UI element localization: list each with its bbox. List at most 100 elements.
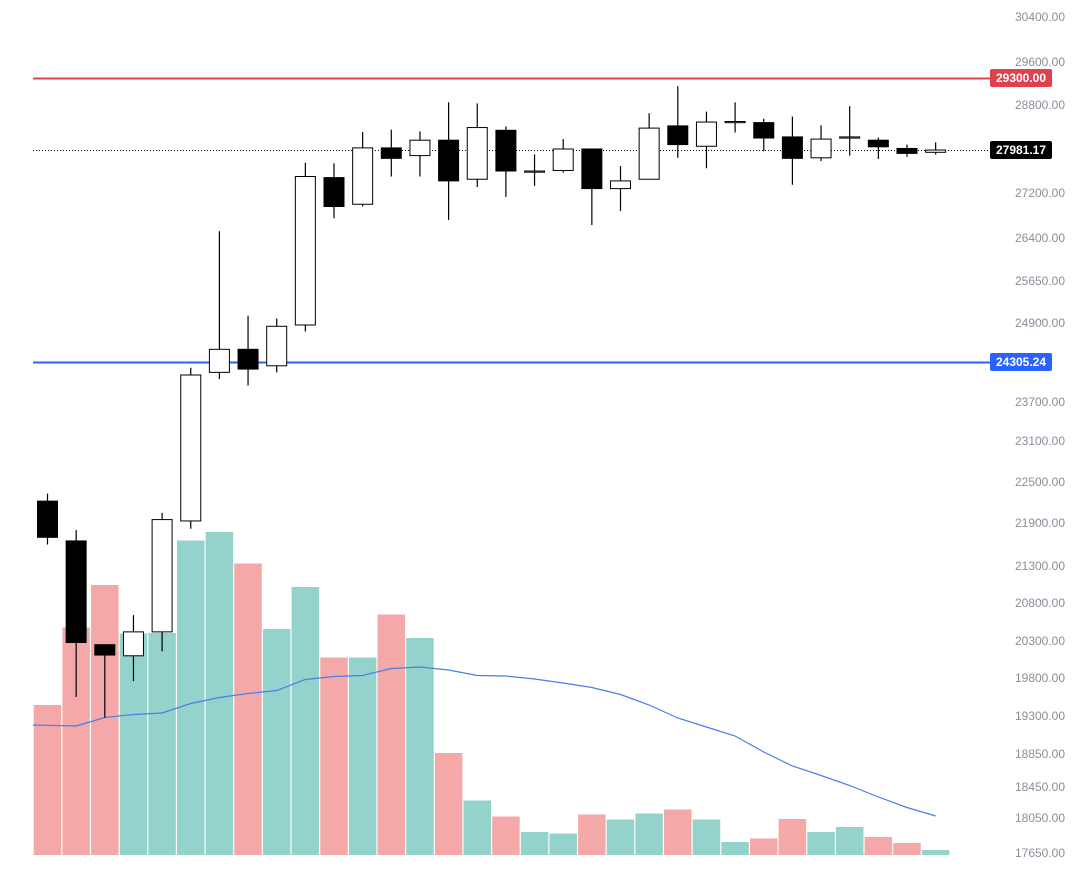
candle-body-up <box>409 139 431 157</box>
volume-bar <box>721 842 749 855</box>
volume-bar <box>921 850 950 855</box>
candle-body-up <box>466 127 488 180</box>
candle <box>438 102 460 220</box>
candle-body-down <box>237 348 259 370</box>
candle <box>266 318 288 373</box>
candle-body-up <box>610 180 631 190</box>
price-lines <box>33 77 990 364</box>
candle-body-up <box>352 147 374 205</box>
candle-body-down <box>495 129 517 172</box>
candle-body-up <box>266 325 288 367</box>
volume-bar <box>406 638 434 855</box>
y-tick-label: 23100.00 <box>1015 434 1065 448</box>
resistance-tag-label: 29300.00 <box>996 71 1046 85</box>
y-tick-label: 26400.00 <box>1015 231 1065 245</box>
candle <box>352 131 374 207</box>
volume-bar <box>835 827 864 855</box>
volume-bar <box>520 832 549 855</box>
candle-body-up <box>294 176 316 326</box>
support-tag-label: 24305.24 <box>996 355 1046 369</box>
y-tick-label: 17650.00 <box>1015 846 1065 860</box>
y-tick-label: 24900.00 <box>1015 316 1065 330</box>
candle <box>810 125 832 162</box>
candle-body-up <box>810 138 832 159</box>
candle-body-down <box>753 122 775 139</box>
last-price-tag-box <box>990 141 1052 159</box>
last-price-tag-label: 27981.17 <box>996 143 1046 157</box>
y-tick-label: 23700.00 <box>1015 395 1065 409</box>
y-tick-label: 21300.00 <box>1015 559 1065 573</box>
candle <box>294 162 316 332</box>
y-tick-label: 18050.00 <box>1015 811 1065 825</box>
y-tick-label: 19800.00 <box>1015 671 1065 685</box>
candle-body-down <box>323 177 345 208</box>
candle <box>380 129 402 177</box>
resistance-tag: 29300.00 <box>990 69 1052 87</box>
candle-body-down <box>667 125 689 146</box>
last-price-tag: 27981.17 <box>990 141 1052 159</box>
candle <box>37 493 58 545</box>
candle <box>208 231 230 379</box>
candle <box>323 163 345 219</box>
volume-bar <box>291 587 320 855</box>
y-tick-label: 21900.00 <box>1015 516 1065 530</box>
candle-body-up <box>839 136 861 139</box>
support-tag: 24305.24 <box>990 353 1052 371</box>
candle <box>65 530 87 697</box>
candle <box>753 118 775 152</box>
y-tick-label: 22500.00 <box>1015 475 1065 489</box>
candle-body-up <box>638 127 660 180</box>
candle-body-down <box>37 500 58 538</box>
volume-bar <box>750 838 778 855</box>
volume-bar <box>549 833 577 855</box>
candle <box>724 102 746 133</box>
price-tags: 29300.00 24305.24 27981.17 <box>990 69 1052 371</box>
candle <box>180 367 202 529</box>
candle-body-up <box>208 348 230 373</box>
y-tick-label: 29600.00 <box>1015 55 1065 69</box>
candle-body-down <box>438 139 460 182</box>
candle <box>94 644 116 718</box>
candles <box>37 86 947 718</box>
volume-bar <box>778 819 807 855</box>
volume-bar <box>148 633 176 855</box>
y-axis: 30400.00 29600.00 28800.00 27200.00 26400.00… <box>1015 10 1065 860</box>
candle <box>695 111 717 169</box>
candle <box>867 137 889 159</box>
volume-bars <box>33 532 950 855</box>
candle <box>839 106 861 156</box>
volume-bar <box>234 563 262 855</box>
candle-body-up <box>151 519 173 633</box>
volume-bar <box>33 705 62 855</box>
volume-bar <box>893 843 921 855</box>
volume-bar <box>348 657 377 855</box>
volume-bar <box>635 813 663 855</box>
candle <box>122 615 144 682</box>
candle-body-up <box>524 170 546 173</box>
resistance-tag-box <box>990 69 1052 87</box>
volume-bar <box>262 629 291 855</box>
candle <box>552 139 574 173</box>
y-tick-label: 18450.00 <box>1015 780 1065 794</box>
y-tick-label: 28800.00 <box>1015 98 1065 112</box>
candle <box>581 148 603 226</box>
candle <box>638 113 660 180</box>
y-tick-label: 20800.00 <box>1015 596 1065 610</box>
volume-bar <box>606 819 635 855</box>
candle <box>409 131 431 177</box>
volume-bar <box>664 809 692 855</box>
candle <box>524 154 546 186</box>
candle <box>896 144 918 157</box>
y-tick-label: 19300.00 <box>1015 709 1065 723</box>
volume-bar <box>692 819 721 855</box>
candle <box>151 512 173 652</box>
candle-body-down <box>94 644 116 656</box>
y-tick-label: 18850.00 <box>1015 747 1065 761</box>
candle <box>495 126 517 197</box>
candle-body-down <box>581 148 603 190</box>
volume-bar <box>320 657 348 855</box>
volume-bar <box>578 814 606 855</box>
volume-bar <box>205 532 234 855</box>
volume-bar <box>807 832 835 855</box>
